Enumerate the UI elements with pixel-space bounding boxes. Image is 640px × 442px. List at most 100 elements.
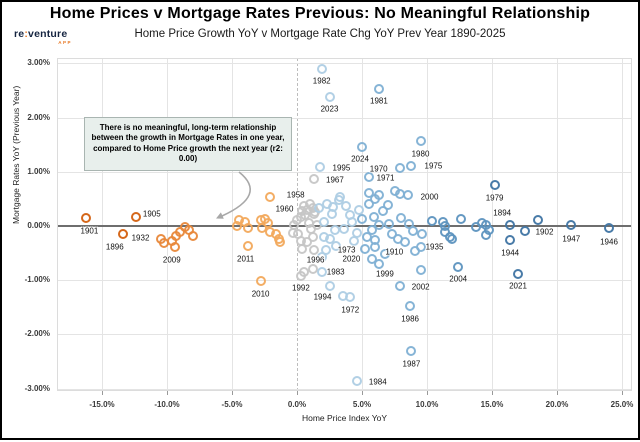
data-point: [604, 223, 614, 234]
data-point: [519, 225, 530, 236]
data-point: [532, 215, 543, 226]
x-gridline: [362, 58, 363, 391]
data-point-label: 2024: [351, 154, 369, 164]
data-point: [446, 234, 457, 244]
data-point: [440, 221, 451, 231]
data-point-label: 1947: [562, 234, 581, 244]
data-point-label: 1946: [600, 237, 618, 247]
data-point: [415, 264, 426, 275]
data-point-label: 1972: [341, 305, 360, 315]
data-point: [505, 219, 516, 230]
data-point-label: 1901: [80, 226, 99, 236]
data-point: [480, 230, 491, 241]
data-point: [415, 135, 426, 146]
data-point-label: 1999: [375, 269, 394, 279]
data-point: [334, 191, 345, 202]
data-point-label: 1975: [424, 161, 443, 171]
x-tick-label: 20.0%: [545, 400, 569, 409]
data-point: [357, 141, 367, 152]
data-point: [331, 241, 341, 252]
x-tick-label: 15.0%: [480, 400, 504, 409]
logo-colon: :: [24, 28, 29, 40]
data-point: [373, 190, 384, 201]
x-axis-title: Home Price Index YoY: [301, 413, 388, 423]
data-point: [320, 244, 331, 255]
data-point-label: 1996: [306, 255, 325, 265]
x-tick-mark: [427, 391, 428, 395]
data-point: [169, 241, 180, 252]
data-point: [384, 218, 395, 229]
data-point-label: 1981: [369, 96, 388, 106]
data-point: [380, 249, 391, 260]
data-point: [345, 292, 356, 302]
logo-re: re: [14, 28, 25, 40]
x-tick-mark: [362, 391, 363, 395]
data-point: [373, 258, 384, 269]
data-point: [407, 225, 418, 236]
data-point: [297, 243, 308, 254]
data-point-label: 1984: [368, 377, 387, 387]
data-point-label: 1983: [326, 267, 345, 277]
data-point: [368, 211, 379, 222]
data-point: [130, 211, 141, 222]
data-point-label: 2020: [342, 254, 361, 264]
y-tick-label: 3.00%: [27, 58, 50, 68]
data-point-label: 1982: [312, 76, 331, 86]
data-point: [316, 63, 327, 74]
y-tick-label: 1.00%: [27, 166, 50, 176]
data-point: [406, 346, 417, 357]
data-point: [232, 221, 243, 231]
data-point: [81, 212, 92, 223]
data-point-label: 1896: [105, 242, 124, 252]
data-point-label: 2010: [251, 289, 270, 299]
x-tick-label: 5.0%: [352, 400, 372, 409]
data-point: [319, 231, 330, 242]
data-point: [415, 242, 426, 253]
data-point-label: 1894: [493, 208, 512, 218]
data-point: [367, 224, 378, 235]
data-point: [117, 229, 128, 240]
data-point: [396, 212, 406, 223]
data-point: [242, 223, 253, 234]
data-point-label: 1986: [401, 314, 419, 324]
data-point-label: 1902: [535, 227, 554, 237]
data-point: [373, 83, 384, 94]
logo-app-label: APP: [58, 39, 72, 45]
x-tick-mark: [102, 391, 103, 395]
data-point: [155, 234, 166, 244]
data-point: [319, 217, 330, 228]
data-point: [324, 92, 335, 102]
x-tick-label: -15.0%: [89, 400, 115, 409]
y-gridline: [57, 334, 632, 336]
data-point: [453, 262, 464, 273]
data-point-label: 2011: [236, 254, 255, 263]
data-point: [394, 281, 405, 292]
data-point: [471, 222, 482, 233]
y-tick-label: 0.00%: [27, 221, 50, 230]
data-point: [357, 213, 367, 224]
data-point: [308, 173, 319, 184]
annotation-box: There is no meaningful, long-term relati…: [84, 117, 292, 171]
x-tick-label: -5.0%: [221, 400, 243, 409]
data-point-label: 1935: [425, 242, 444, 252]
data-point-label: 1910: [385, 247, 404, 257]
data-point-label: 1932: [131, 233, 150, 243]
x-tick-label: 0.0%: [287, 400, 307, 409]
data-point: [505, 235, 516, 246]
data-point-label: 1987: [402, 359, 421, 369]
x-tick-label: 25.0%: [610, 400, 634, 409]
y-gridline: [57, 171, 632, 173]
data-point: [566, 219, 577, 230]
data-point-label: 1960: [275, 204, 294, 214]
data-point: [307, 263, 318, 274]
data-point-label: 1992: [291, 283, 310, 293]
data-point: [315, 161, 326, 172]
y-gridline: [57, 280, 632, 282]
data-point: [255, 275, 266, 286]
page-title: Home Prices v Mortgage Rates Previous: N…: [49, 5, 591, 22]
data-point-label: 1973: [337, 245, 356, 255]
data-point: [351, 228, 362, 239]
data-point: [329, 224, 340, 235]
data-point: [363, 187, 374, 198]
